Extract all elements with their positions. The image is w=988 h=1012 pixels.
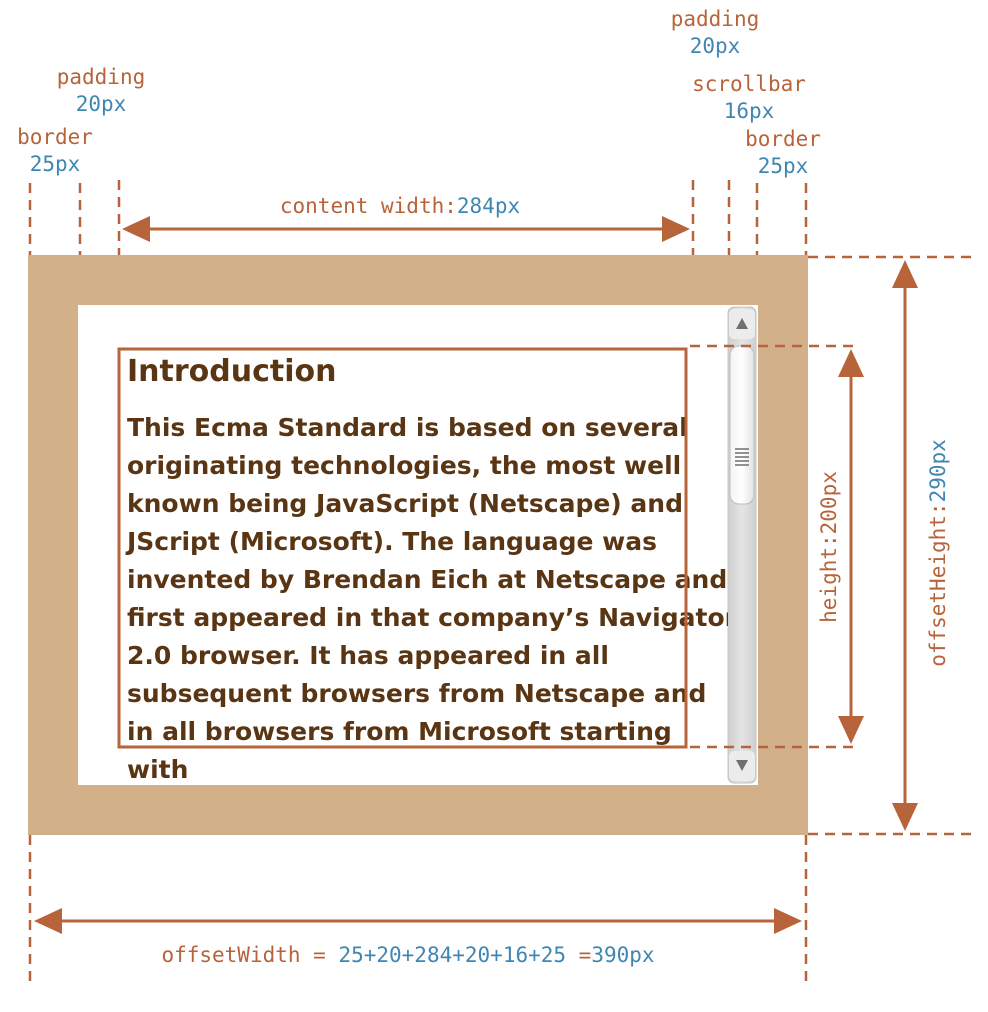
content-width-label: content width:284px bbox=[280, 194, 520, 218]
content-text: This Ecma Standard is based on several or… bbox=[125, 413, 738, 784]
content-width-arrow bbox=[122, 216, 690, 242]
height-arrow bbox=[838, 349, 864, 744]
content-line: first appeared in that company’s Navigat… bbox=[127, 603, 738, 632]
top-labels: padding 20px border 25px padding 20px sc… bbox=[17, 7, 821, 178]
border-left-value: 25px bbox=[30, 152, 81, 176]
content-line: 2.0 browser. It has appeared in all bbox=[127, 641, 609, 670]
scrollbar-label: scrollbar bbox=[692, 72, 806, 96]
scrollable-content: Introduction This Ecma Standard is based… bbox=[125, 354, 738, 784]
element-padding-box bbox=[78, 305, 758, 785]
content-box-outline bbox=[117, 347, 688, 749]
offset-height-label: offsetHeight:290px bbox=[926, 439, 950, 667]
scroll-down-arrow-icon[interactable] bbox=[729, 751, 755, 781]
scrollbar-value: 16px bbox=[724, 99, 775, 123]
content-line: This Ecma Standard is based on several bbox=[127, 413, 688, 442]
content-line: subsequent browsers from Netscape and bbox=[127, 679, 706, 708]
padding-left-label: padding bbox=[57, 65, 146, 89]
padding-right-value: 20px bbox=[690, 34, 741, 58]
scroll-up-arrow-icon[interactable] bbox=[729, 309, 755, 339]
content-line: invented by Brendan Eich at Netscape and bbox=[127, 565, 727, 594]
scroll-grip-icon bbox=[735, 448, 749, 466]
border-right-value: 25px bbox=[758, 154, 809, 178]
offset-height-arrow bbox=[892, 260, 918, 831]
border-right-label: border bbox=[745, 127, 821, 151]
padding-left-value: 20px bbox=[76, 92, 127, 116]
bottom-guides bbox=[28, 835, 808, 985]
border-left-label: border bbox=[17, 125, 93, 149]
height-guides bbox=[690, 344, 860, 749]
content-line: JScript (Microsoft). The language was bbox=[125, 527, 657, 556]
content-heading: Introduction bbox=[127, 354, 336, 389]
content-line: originating technologies, the most well bbox=[127, 451, 681, 480]
height-label: height:200px bbox=[817, 471, 841, 623]
content-line: in all browsers from Microsoft starting bbox=[127, 717, 672, 746]
top-guides bbox=[28, 180, 808, 258]
scroll-thumb[interactable] bbox=[729, 345, 755, 505]
content-line: known being JavaScript (Netscape) and bbox=[127, 489, 683, 518]
offset-height-guides bbox=[808, 255, 975, 836]
offset-width-label: offsetWidth = 25+20+284+20+16+25 =390px bbox=[161, 943, 654, 967]
content-line: with bbox=[127, 755, 188, 784]
padding-right-label: padding bbox=[671, 7, 760, 31]
scrollbar[interactable] bbox=[727, 306, 757, 784]
offset-width-arrow bbox=[34, 908, 802, 934]
